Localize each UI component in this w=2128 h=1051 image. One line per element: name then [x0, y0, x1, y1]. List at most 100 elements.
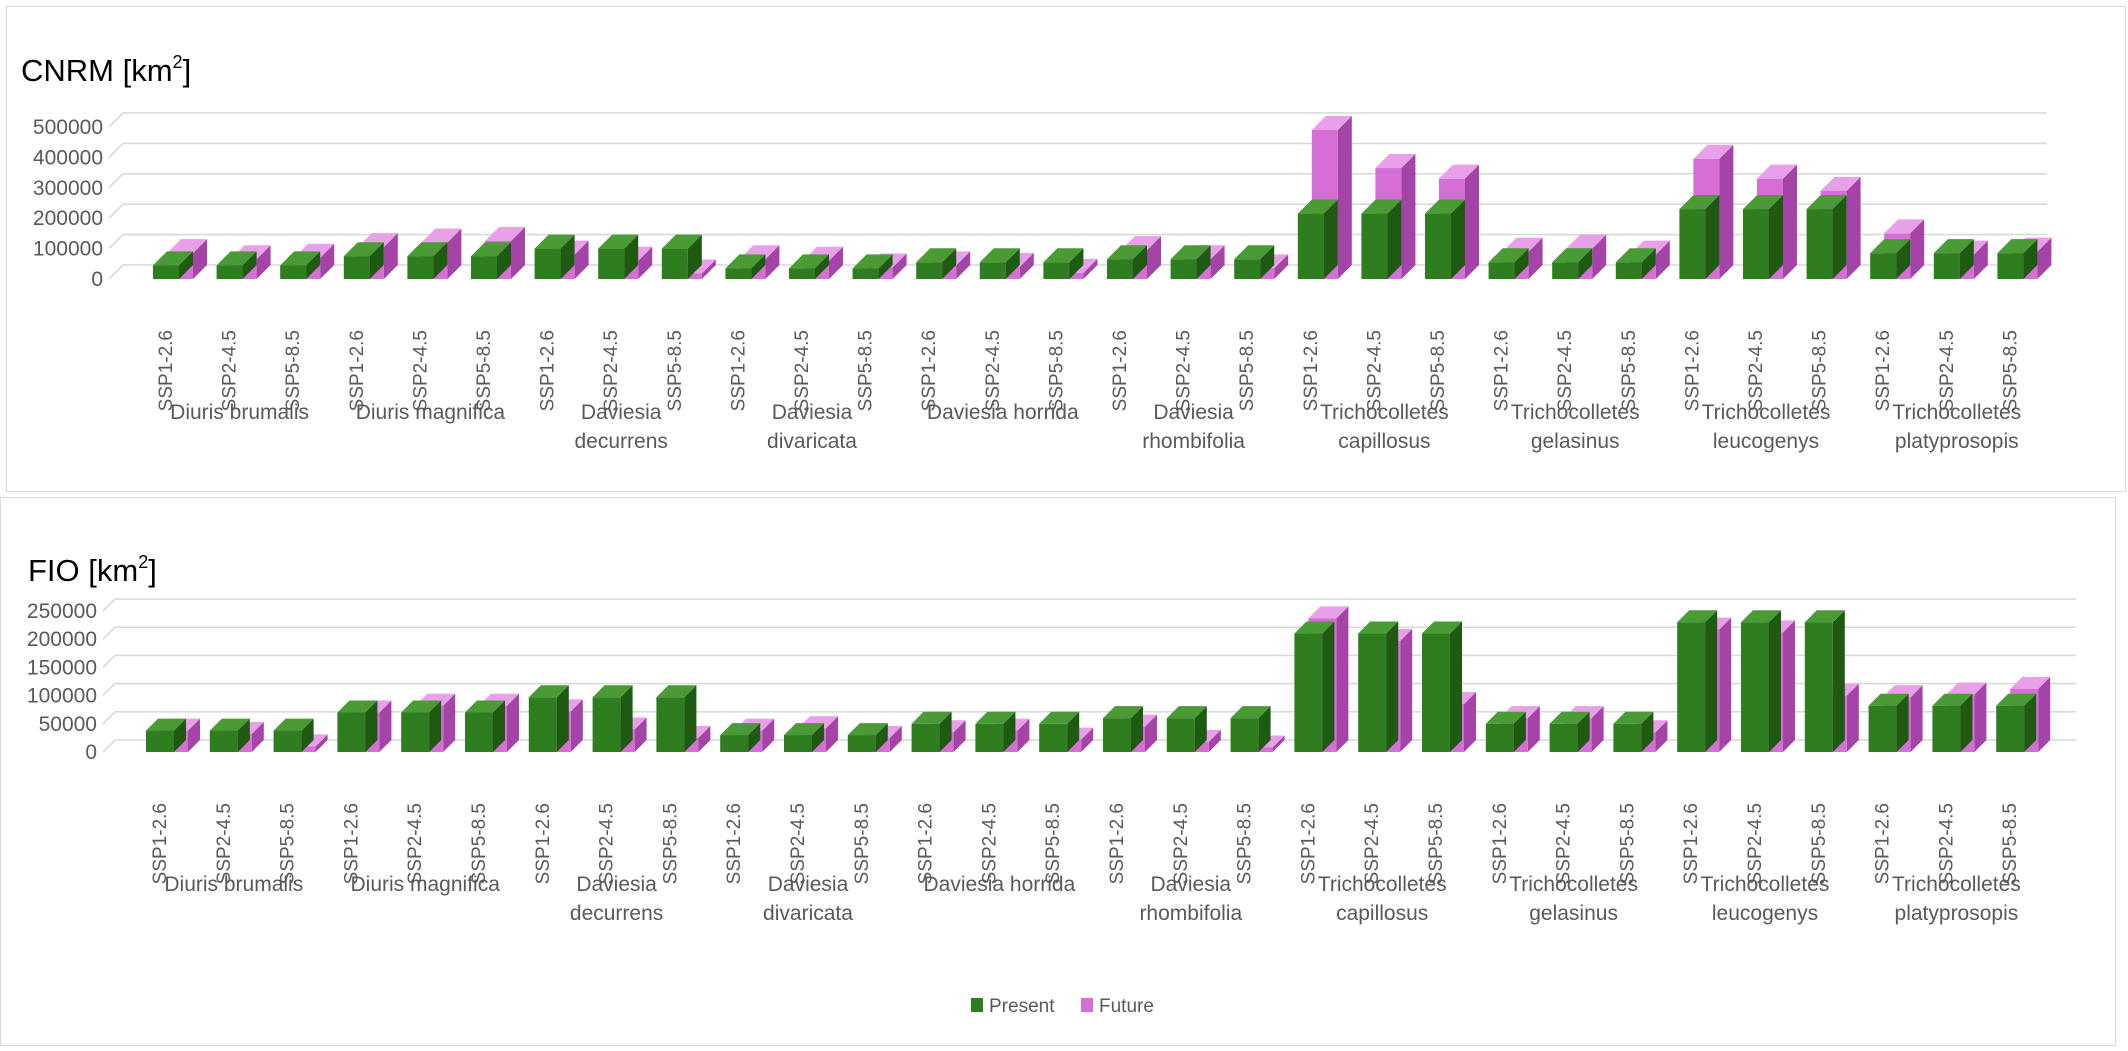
- present-bar-trichocolletes-gelasinus-ssp1-2-6: [1488, 248, 1529, 279]
- present-bar-trichocolletes-leucogenys-ssp2-4-5: [1741, 610, 1781, 752]
- scenario-label: SSP2-4.5: [983, 330, 1004, 411]
- present-bar-daviesia-divaricata-ssp5-8-5-front: [847, 735, 876, 752]
- present-bar-trichocolletes-capillosus-ssp1-2-6-front: [1297, 213, 1324, 279]
- present-bar-daviesia-rhombifolia-ssp5-8-5-top: [1230, 706, 1271, 719]
- species-label: Daviesia: [768, 873, 849, 896]
- present-bar-diuris-magnifica-ssp2-4-5: [401, 700, 442, 752]
- species-label: Trichocolletes: [1892, 401, 2021, 424]
- present-bar-trichocolletes-platyprosopis-ssp5-8-5-side: [2024, 693, 2037, 752]
- scenario-label: SSP1-2.6: [1873, 330, 1894, 411]
- present-bar-diuris-magnifica-ssp5-8-5-front: [471, 256, 497, 279]
- present-bar-trichocolletes-capillosus-ssp2-4-5: [1358, 621, 1399, 752]
- chart-title: CNRM [km2]: [21, 52, 191, 88]
- present-bar-diuris-magnifica-ssp5-8-5: [465, 700, 505, 752]
- future-bar-trichocolletes-capillosus-ssp5-8-5-top: [1439, 164, 1479, 179]
- present-bar-daviesia-rhombifolia-ssp5-8-5-top: [1234, 245, 1275, 260]
- present-bar-trichocolletes-gelasinus-ssp2-4-5-top: [1549, 711, 1590, 724]
- future-bar-trichocolletes-capillosus-ssp1-2-6-side: [1337, 116, 1352, 279]
- gridline: [102, 626, 2076, 640]
- present-bar-diuris-magnifica-ssp2-4-5-side: [429, 700, 442, 752]
- present-bar-daviesia-divaricata-ssp5-8-5-top: [847, 723, 888, 736]
- scenario-label: SSP5-8.5: [1619, 330, 1640, 411]
- present-bar-diuris-magnifica-ssp5-8-5-top: [471, 242, 511, 257]
- future-bar-trichocolletes-platyprosopis-ssp5-8-5-side: [2038, 676, 2051, 752]
- future-bar-daviesia-rhombifolia-ssp1-2-6-side: [1147, 236, 1161, 279]
- present-bar-daviesia-horrida-ssp5-8-5-top: [1039, 711, 1080, 724]
- scenario-label: SSP2-4.5: [1746, 330, 1767, 411]
- y-tick-label: 100000: [33, 238, 103, 261]
- fio-chart: FIO [km2] 0 50000 100000 150000 200000 250000 S…: [27, 552, 2076, 1017]
- present-bar-daviesia-rhombifolia-ssp2-4-5-side: [1194, 706, 1207, 752]
- present-bar-daviesia-divaricata-ssp1-2-6: [725, 254, 766, 279]
- gridline: [102, 598, 2076, 612]
- scenario-label: SSP1-2.6: [1301, 330, 1322, 411]
- chart-title-bracket: ]: [148, 553, 157, 588]
- scenario-label: SSP1-2.6: [1681, 803, 1702, 884]
- scenario-label: SSP1-2.6: [150, 803, 171, 884]
- future-bar-trichocolletes-gelasinus-ssp5-8-5-side: [1655, 720, 1668, 752]
- y-tick-label: 50000: [39, 713, 97, 736]
- cnrm-chart: CNRM [km2] 0 100000 200000 300000 400000 50000…: [21, 52, 2052, 453]
- future-bar-trichocolletes-gelasinus-ssp2-4-5-top: [1566, 234, 1607, 249]
- present-bar-trichocolletes-leucogenys-ssp5-8-5-side: [1832, 195, 1847, 279]
- scenario-label: SSP5-8.5: [283, 330, 304, 411]
- present-bar-daviesia-divaricata-ssp2-4-5-top: [784, 723, 824, 736]
- future-bar-trichocolletes-gelasinus-ssp1-2-6-side: [1528, 237, 1543, 279]
- species-label: Daviesia: [1153, 401, 1234, 424]
- present-bar-trichocolletes-gelasinus-ssp2-4-5-top: [1552, 248, 1593, 263]
- present-bar-trichocolletes-gelasinus-ssp1-2-6-side: [1514, 248, 1529, 279]
- future-bar-daviesia-decurrens-ssp5-8-5-side: [698, 725, 711, 752]
- scenario-label: SSP2-4.5: [979, 803, 1000, 884]
- present-bar-trichocolletes-capillosus-ssp1-2-6-side: [1322, 621, 1335, 752]
- present-bar-daviesia-rhombifolia-ssp5-8-5: [1230, 706, 1271, 752]
- present-bar-trichocolletes-gelasinus-ssp5-8-5-top: [1613, 711, 1654, 724]
- scenario-label: SSP5-8.5: [1235, 803, 1256, 884]
- scenario-label: SSP1-2.6: [728, 330, 749, 411]
- scenario-label: SSP2-4.5: [1937, 330, 1958, 411]
- present-bar-trichocolletes-platyprosopis-ssp1-2-6-top: [1870, 239, 1911, 254]
- present-bar-daviesia-horrida-ssp1-2-6-front: [916, 262, 943, 279]
- present-bar-daviesia-horrida-ssp5-8-5-side: [1069, 248, 1084, 279]
- present-bar-daviesia-horrida-ssp2-4-5-front: [975, 723, 1004, 752]
- present-bar-trichocolletes-gelasinus-ssp5-8-5-front: [1613, 723, 1642, 752]
- present-bar-daviesia-decurrens-ssp5-8-5: [661, 234, 702, 279]
- present-bar-diuris-magnifica-ssp1-2-6-front: [337, 712, 366, 752]
- present-bar-trichocolletes-leucogenys-ssp5-8-5-top: [1804, 610, 1845, 623]
- scenario-label: SSP5-8.5: [1043, 803, 1064, 884]
- present-bar-trichocolletes-platyprosopis-ssp5-8-5-front: [1996, 705, 2025, 752]
- present-bar-trichocolletes-leucogenys-ssp5-8-5: [1804, 610, 1845, 752]
- present-bar-trichocolletes-leucogenys-ssp2-4-5-front: [1741, 622, 1769, 752]
- species-label: decurrens: [570, 902, 663, 925]
- future-bar-diuris-magnifica-ssp2-4-5-top: [421, 228, 462, 243]
- present-bar-diuris-brumalis-ssp1-2-6: [153, 251, 193, 279]
- present-bar-trichocolletes-capillosus-ssp5-8-5: [1425, 199, 1465, 279]
- present-bar-trichocolletes-platyprosopis-ssp2-4-5-side: [1959, 239, 1974, 279]
- chart-title-bracket: ]: [183, 53, 192, 88]
- present-bar-daviesia-horrida-ssp2-4-5: [979, 248, 1020, 279]
- future-bar-trichocolletes-capillosus-ssp2-4-5-side: [1401, 154, 1416, 279]
- species-label: leucogenys: [1712, 902, 1818, 925]
- scenario-label: SSP2-4.5: [220, 330, 241, 411]
- present-bar-daviesia-divaricata-ssp5-8-5: [847, 723, 888, 752]
- species-label: Diuris magnifica: [356, 401, 506, 424]
- future-bar-diuris-magnifica-ssp1-2-6-side: [383, 233, 398, 279]
- species-label: Trichocolletes: [1702, 401, 1831, 424]
- y-tick-label: 500000: [33, 116, 103, 139]
- present-bar-diuris-brumalis-ssp2-4-5-top: [209, 718, 250, 731]
- scenario-label: SSP2-4.5: [1745, 803, 1766, 884]
- present-bar-trichocolletes-platyprosopis-ssp2-4-5-side: [1960, 693, 1973, 752]
- species-label: rhombifolia: [1139, 902, 1242, 925]
- present-bar-daviesia-divaricata-ssp1-2-6-front: [725, 268, 752, 279]
- scenario-label: SSP5-8.5: [1617, 803, 1638, 884]
- present-bar-trichocolletes-platyprosopis-ssp1-2-6-front: [1868, 705, 1897, 752]
- scenario-label: SSP1-2.6: [533, 803, 554, 884]
- scenario-label: SSP2-4.5: [788, 803, 809, 884]
- species-label: Daviesia horrida: [924, 873, 1076, 896]
- scenario-label: SSP2-4.5: [1555, 330, 1576, 411]
- present-bar-daviesia-divaricata-ssp5-8-5-front: [852, 268, 879, 279]
- present-bar-trichocolletes-platyprosopis-ssp2-4-5-top: [1932, 693, 1973, 706]
- present-bar-diuris-magnifica-ssp1-2-6: [337, 700, 378, 752]
- present-bar-trichocolletes-leucogenys-ssp5-8-5: [1806, 195, 1847, 279]
- future-bar-trichocolletes-gelasinus-ssp1-2-6-side: [1527, 706, 1540, 752]
- present-bar-trichocolletes-capillosus-ssp1-2-6: [1294, 621, 1335, 752]
